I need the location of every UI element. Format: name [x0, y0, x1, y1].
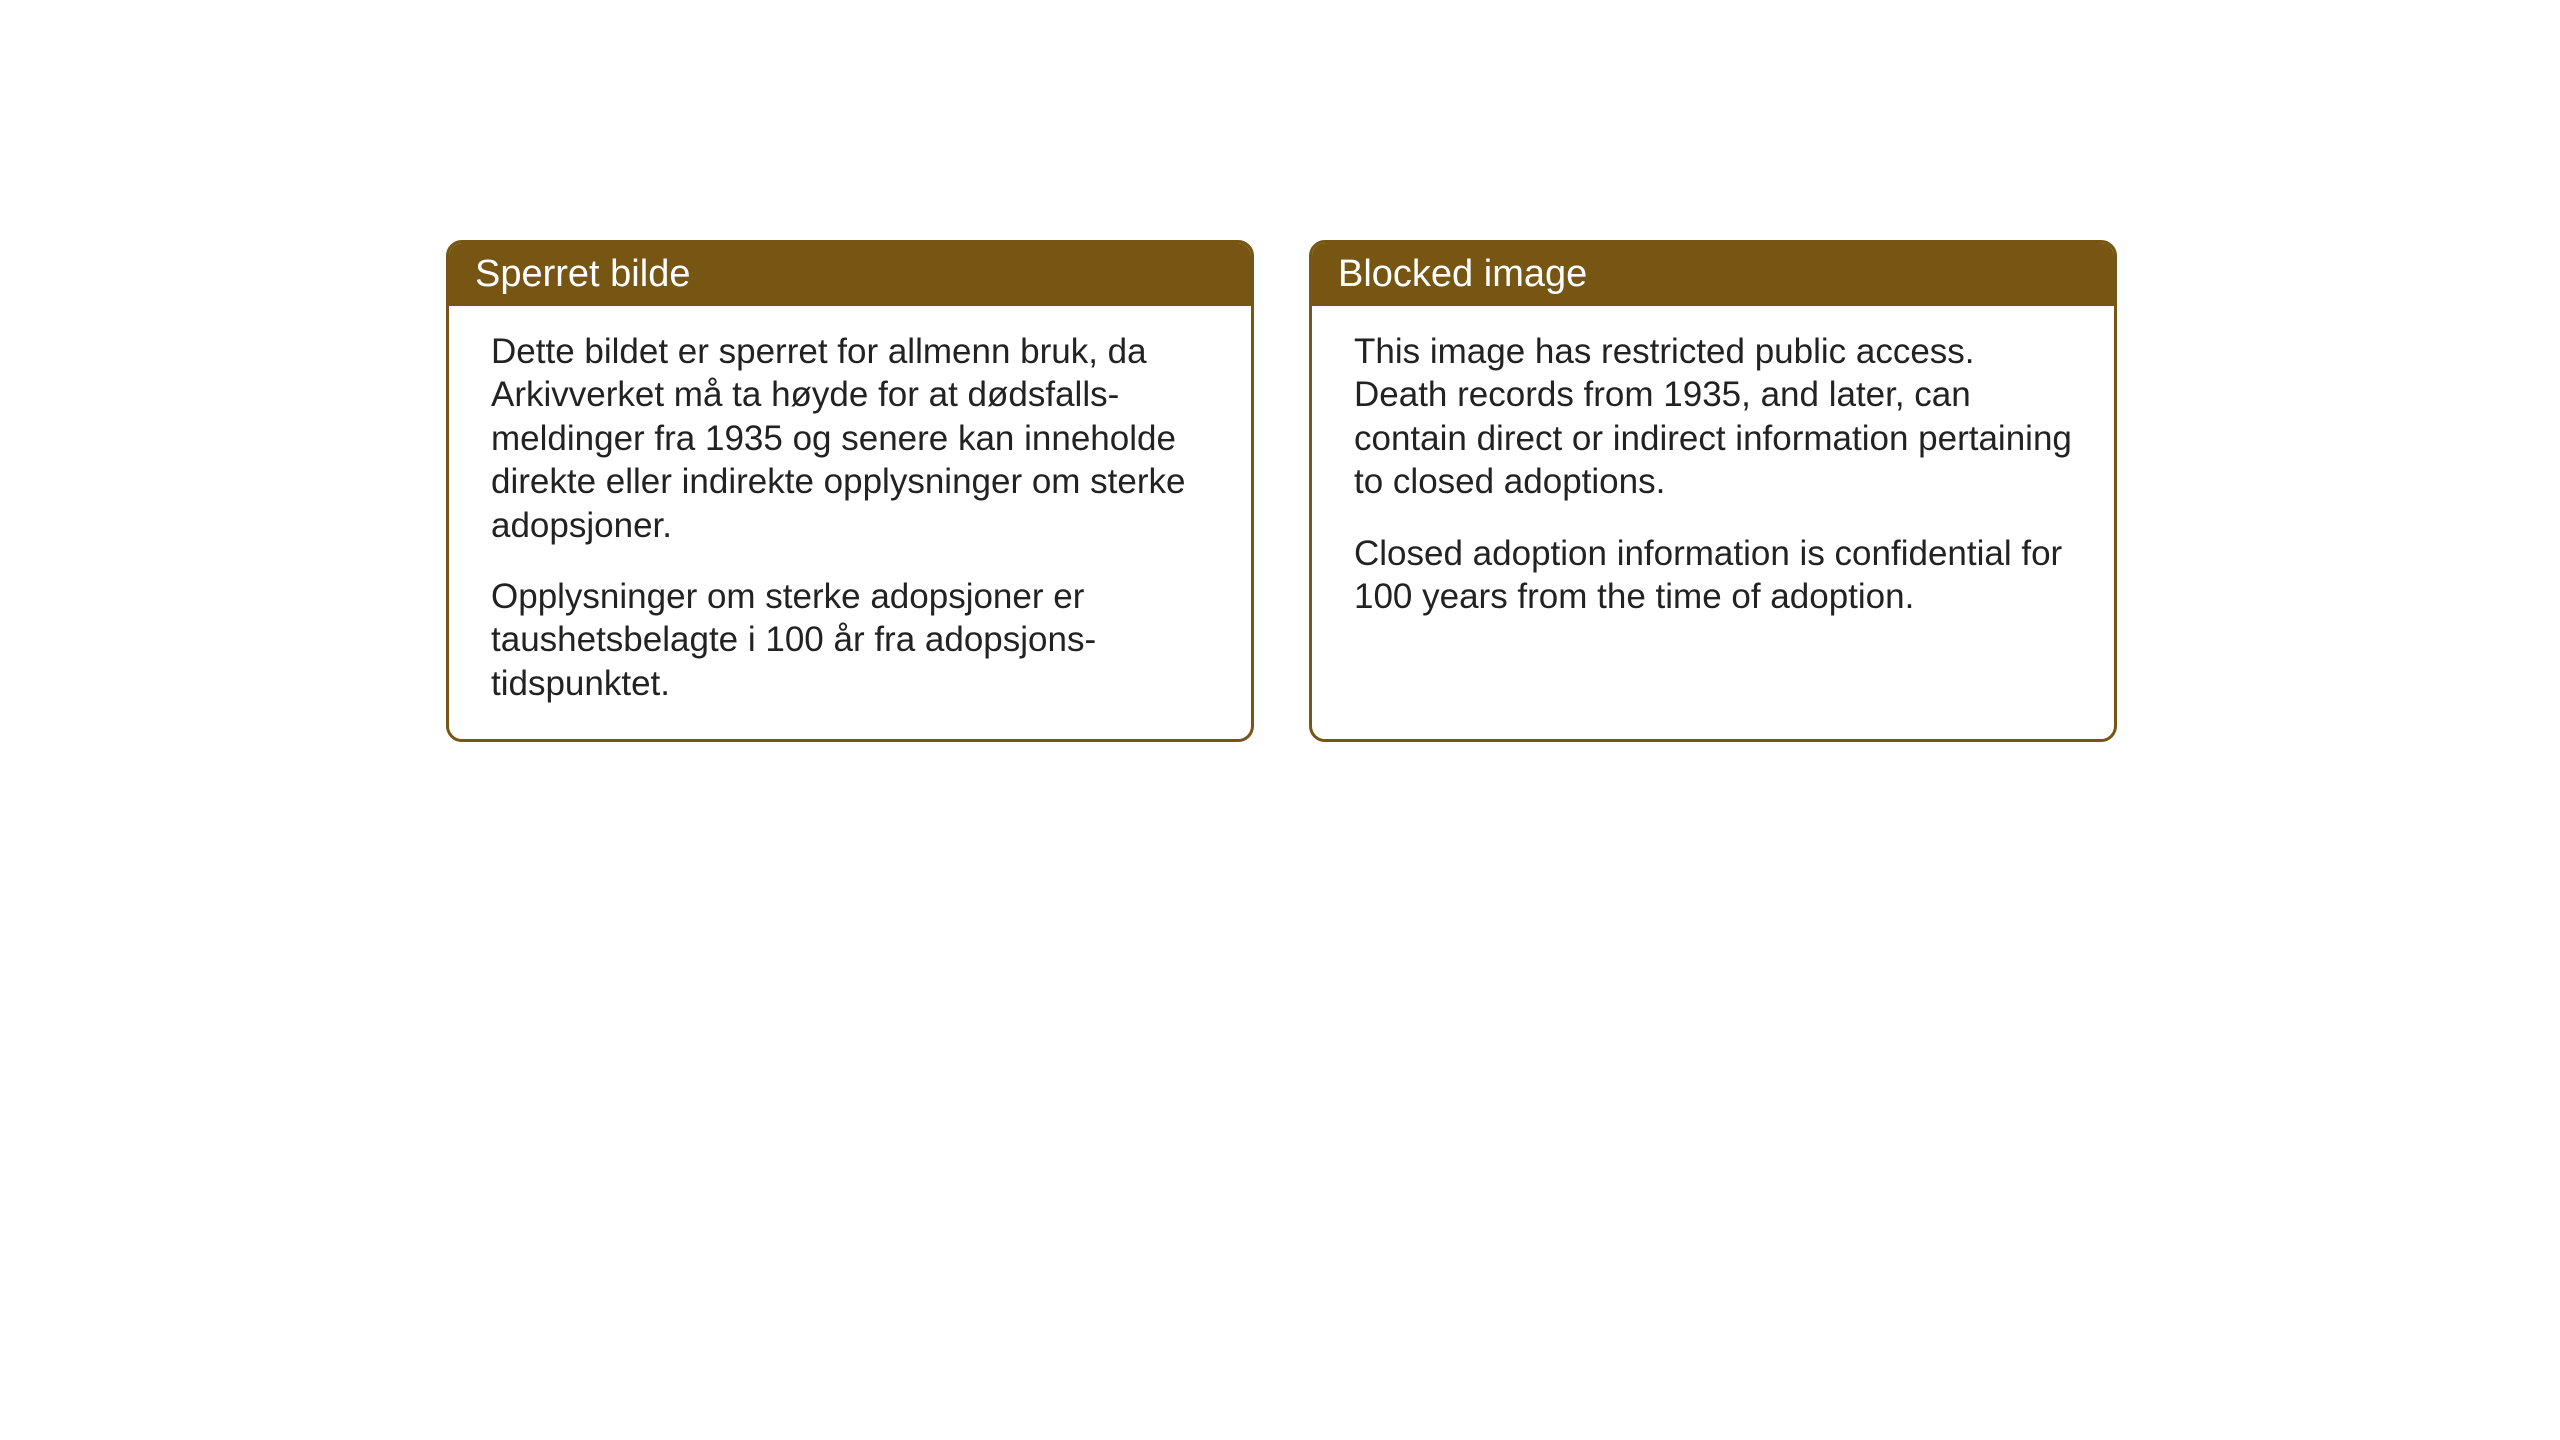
card-body-norwegian: Dette bildet er sperret for allmenn bruk… [449, 306, 1251, 739]
card-body-english: This image has restricted public access.… [1312, 306, 2114, 718]
card-header-english: Blocked image [1312, 243, 2114, 306]
card-header-norwegian: Sperret bilde [449, 243, 1251, 306]
blocked-image-card-norwegian: Sperret bilde Dette bildet er sperret fo… [446, 240, 1254, 742]
card-paragraph-2-norwegian: Opplysninger om sterke adopsjoner er tau… [491, 575, 1209, 705]
cards-container: Sperret bilde Dette bildet er sperret fo… [446, 240, 2117, 742]
card-title-english: Blocked image [1338, 253, 1587, 295]
card-paragraph-1-norwegian: Dette bildet er sperret for allmenn bruk… [491, 330, 1209, 547]
card-title-norwegian: Sperret bilde [475, 253, 690, 295]
card-paragraph-1-english: This image has restricted public access.… [1354, 330, 2072, 504]
blocked-image-card-english: Blocked image This image has restricted … [1309, 240, 2117, 742]
card-paragraph-2-english: Closed adoption information is confident… [1354, 532, 2072, 619]
